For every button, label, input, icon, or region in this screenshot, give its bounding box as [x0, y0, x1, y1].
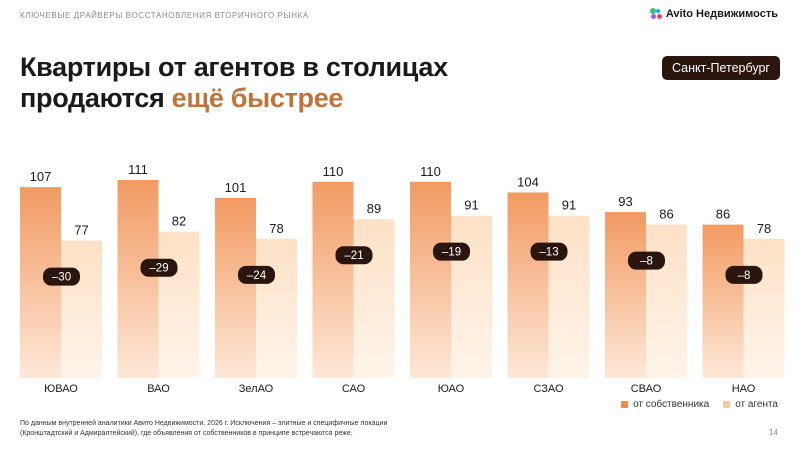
category-label: СЗАО — [533, 383, 564, 395]
difference-label: –29 — [149, 263, 168, 275]
category-label: САО — [342, 383, 366, 395]
difference-badge — [628, 251, 665, 270]
bar-agent — [256, 238, 297, 378]
bar-agent — [548, 215, 590, 378]
bar-owner — [702, 224, 744, 378]
avito-logo: Avito Недвижимость — [649, 8, 778, 20]
value-label-owner: 107 — [30, 169, 52, 184]
difference-badge — [725, 265, 763, 284]
footnote-line-1: По данным внутренней аналитики Авито Нед… — [20, 420, 388, 427]
footnote-line-2: (Кронштадтский и Адмиралтейский), где об… — [20, 430, 353, 437]
difference-label: –21 — [344, 250, 363, 262]
bar-agent — [743, 238, 785, 378]
difference-label: –13 — [539, 247, 558, 259]
difference-label: –24 — [247, 270, 267, 282]
avito-logo-icon — [649, 8, 662, 20]
bar-owner — [410, 181, 451, 378]
title-line-2: продаются ещё быстрее — [20, 83, 448, 114]
legend-owner-label: от собственника — [633, 399, 710, 410]
value-label-owner: 93 — [618, 194, 632, 209]
category-label: НАО — [732, 383, 756, 395]
difference-label: –8 — [738, 270, 751, 282]
value-label-owner: 111 — [128, 162, 148, 177]
header-label: КЛЮЧЕВЫЕ ДРАЙВЕРЫ ВОССТАНОВЛЕНИЯ ВТОРИЧН… — [20, 11, 309, 20]
bar-agent — [61, 240, 102, 378]
category-label: ЗелАО — [239, 383, 274, 395]
value-label-agent: 86 — [659, 207, 673, 222]
bar-agent — [353, 219, 395, 378]
difference-badge — [433, 242, 470, 261]
difference-badge — [335, 246, 373, 265]
chart-legend: от собственника от агента — [621, 399, 778, 410]
bar-owner — [215, 197, 256, 378]
legend-agent-swatch — [723, 401, 731, 408]
bar-owner — [507, 192, 549, 378]
value-label-agent: 78 — [757, 221, 771, 236]
title-accent: ещё быстрее — [171, 83, 344, 113]
value-label-agent: 91 — [464, 198, 478, 213]
difference-badge — [530, 242, 568, 261]
bar-agent — [451, 215, 492, 378]
legend-owner: от собственника — [621, 399, 709, 410]
value-label-agent: 91 — [562, 198, 576, 213]
title-line-2-plain: продаются — [20, 83, 172, 113]
bar-owner — [117, 180, 159, 378]
value-label-agent: 77 — [74, 223, 88, 238]
bar-agent — [646, 224, 687, 378]
category-label: ЮВАО — [44, 383, 78, 395]
legend-agent: от агента — [723, 399, 778, 410]
value-label-owner: 101 — [225, 180, 247, 195]
category-label: ЮАО — [438, 383, 465, 395]
value-label-agent: 82 — [172, 214, 186, 229]
value-label-owner: 110 — [323, 164, 344, 179]
difference-badge — [238, 265, 275, 284]
difference-label: –19 — [442, 247, 461, 259]
value-label-owner: 104 — [517, 174, 539, 189]
page-title: Квартиры от агентов в столицах продаются… — [20, 52, 448, 114]
value-label-agent: 78 — [269, 221, 283, 236]
difference-badge — [43, 267, 80, 286]
footnote: По данным внутренней аналитики Авито Нед… — [20, 419, 490, 439]
difference-label: –8 — [640, 256, 653, 268]
city-badge: Санкт-Петербург — [661, 56, 780, 80]
value-label-agent: 89 — [367, 201, 381, 216]
category-label: СВАО — [631, 383, 662, 395]
value-label-owner: 86 — [716, 207, 730, 222]
bar-agent — [158, 231, 200, 378]
bar-owner — [312, 181, 354, 378]
category-label: ВАО — [147, 383, 170, 395]
title-line-1: Квартиры от агентов в столицах — [20, 52, 448, 82]
value-label-owner: 110 — [420, 164, 441, 179]
legend-owner-swatch — [621, 401, 629, 408]
legend-agent-label: от агента — [735, 399, 778, 410]
difference-badge — [140, 258, 178, 277]
difference-label: –30 — [52, 272, 71, 284]
bar-owner — [605, 212, 646, 378]
page-number: 14 — [769, 428, 778, 437]
logo-text: Avito Недвижимость — [665, 8, 778, 20]
